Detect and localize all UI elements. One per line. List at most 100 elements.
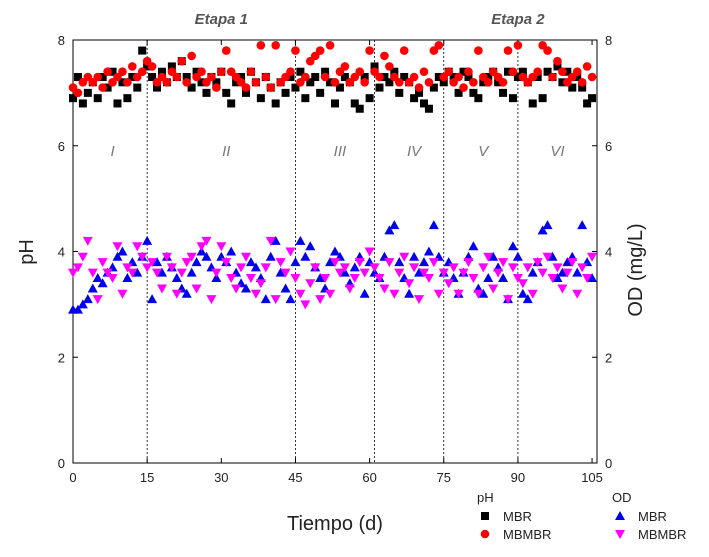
- data-point: [231, 284, 242, 294]
- data-point: [147, 294, 158, 304]
- data-point: [542, 220, 553, 230]
- data-point: [349, 273, 360, 283]
- data-point: [122, 263, 133, 273]
- y-axis-right: 0 2 4 6 8: [592, 33, 612, 471]
- data-point: [527, 267, 538, 277]
- data-point: [375, 83, 384, 92]
- data-point: [375, 72, 384, 82]
- data-point: [212, 83, 221, 92]
- data-point: [438, 268, 449, 278]
- x-tick-label: 30: [214, 470, 228, 485]
- data-point: [271, 99, 280, 108]
- legend-group-title: OD: [612, 490, 632, 505]
- data-point: [315, 46, 325, 55]
- data-point: [473, 289, 484, 299]
- data-point: [142, 263, 153, 273]
- data-point: [300, 251, 311, 261]
- data-point: [459, 83, 468, 92]
- data-point: [365, 46, 374, 55]
- data-point: [69, 94, 77, 103]
- data-point: [464, 73, 473, 82]
- data-point: [394, 257, 405, 267]
- data-point: [384, 225, 395, 235]
- data-point: [286, 73, 295, 82]
- data-point: [390, 67, 399, 76]
- data-point: [364, 247, 375, 257]
- data-point: [325, 289, 336, 299]
- data-point: [444, 67, 453, 77]
- period-label: I: [110, 143, 114, 160]
- data-point: [211, 268, 222, 278]
- data-point: [354, 258, 365, 268]
- data-point: [384, 258, 395, 268]
- data-point: [162, 78, 172, 87]
- data-point: [474, 94, 483, 103]
- x-axis-title: Tiempo (d): [287, 513, 383, 535]
- data-point: [449, 73, 458, 82]
- data-point: [92, 295, 103, 305]
- data-point: [97, 258, 108, 268]
- data-point: [463, 258, 474, 268]
- data-point: [330, 78, 340, 87]
- data-point: [148, 73, 157, 82]
- data-point: [443, 279, 454, 289]
- data-point: [132, 267, 143, 277]
- data-point: [547, 273, 558, 283]
- data-point: [415, 88, 424, 97]
- x-tick-label: 0: [69, 470, 76, 485]
- data-point: [428, 258, 439, 268]
- data-point: [538, 94, 547, 103]
- data-point: [245, 257, 256, 267]
- data-point: [236, 263, 247, 273]
- data-point: [72, 304, 83, 314]
- data-point: [504, 67, 513, 76]
- data-point: [326, 78, 335, 87]
- data-point: [212, 78, 221, 87]
- data-point: [394, 268, 405, 278]
- data-point: [577, 220, 588, 230]
- data-point: [458, 268, 469, 278]
- y-right-tick-label: 4: [605, 245, 612, 260]
- data-point: [587, 272, 598, 282]
- data-point: [404, 279, 415, 289]
- legend-group-title: pH: [477, 490, 494, 505]
- data-point: [172, 72, 182, 82]
- data-point: [206, 295, 217, 305]
- period-label: V: [478, 143, 490, 160]
- data-point: [380, 73, 389, 82]
- data-point: [290, 273, 301, 283]
- data-point: [493, 268, 504, 278]
- data-point: [423, 246, 434, 256]
- data-point: [558, 78, 567, 87]
- data-point: [379, 284, 390, 294]
- data-point: [92, 272, 103, 282]
- data-point: [102, 268, 113, 278]
- data-point: [385, 62, 394, 71]
- data-point: [468, 241, 479, 251]
- data-point: [117, 289, 128, 299]
- data-point: [118, 78, 127, 87]
- data-point: [557, 284, 568, 294]
- data-point: [256, 40, 266, 50]
- data-point: [503, 46, 513, 55]
- series-ph-mbmbr: [68, 40, 597, 98]
- data-point: [97, 278, 108, 288]
- data-point: [587, 72, 597, 82]
- y-right-tick-label: 0: [605, 456, 612, 471]
- data-point: [103, 83, 112, 92]
- data-point: [207, 72, 216, 82]
- data-point: [330, 246, 340, 256]
- data-point: [128, 73, 137, 82]
- y-left-tick-label: 0: [58, 456, 65, 471]
- data-point: [429, 83, 438, 92]
- data-point: [197, 67, 206, 77]
- data-point: [331, 99, 339, 108]
- data-points: [68, 40, 598, 314]
- data-point: [166, 263, 177, 273]
- data-point: [410, 94, 419, 103]
- data-point: [355, 104, 364, 113]
- data-point: [478, 263, 489, 273]
- data-point: [265, 236, 276, 246]
- data-point: [453, 289, 464, 299]
- data-point: [433, 289, 444, 299]
